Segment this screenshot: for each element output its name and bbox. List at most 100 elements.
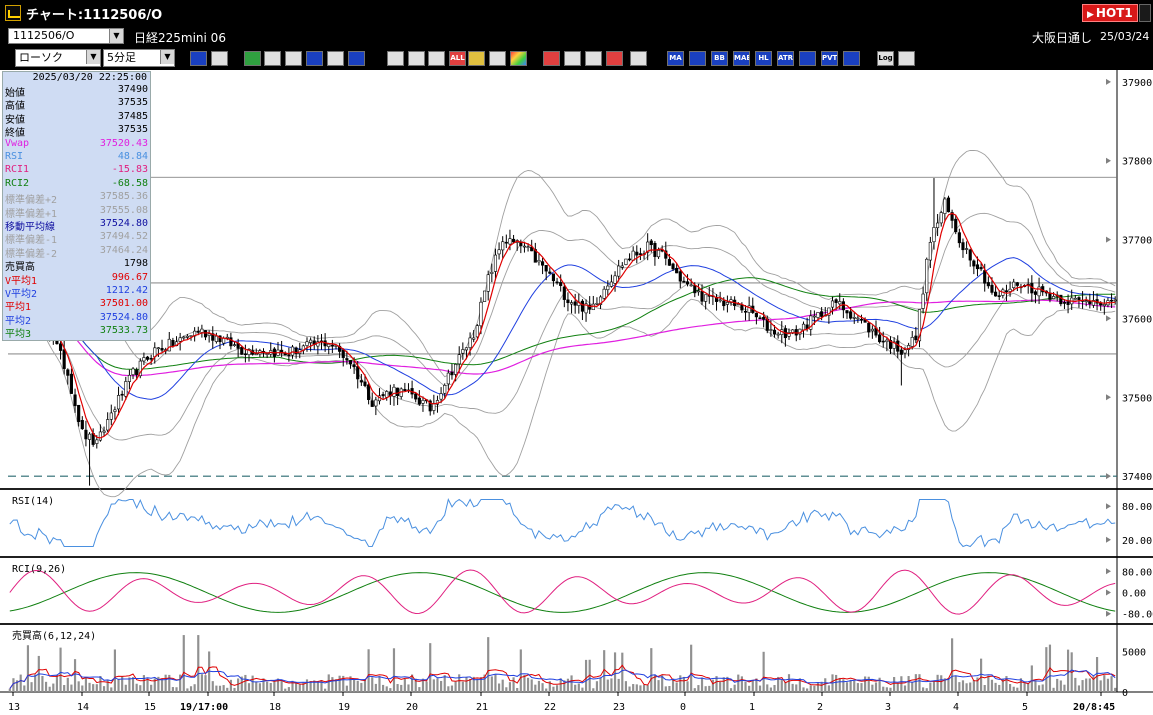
all-button[interactable]: ALL [449, 51, 466, 66]
volume-bar [581, 687, 584, 692]
candle-body [222, 337, 226, 344]
volume-bar [733, 684, 736, 692]
candle-body [414, 393, 418, 400]
volume-bar [374, 683, 377, 692]
volume-bar [23, 685, 26, 692]
volume-bar [244, 674, 247, 692]
symbol-input[interactable]: 1112506/O ▼ [8, 28, 124, 44]
info-row: 売買高 1798 [5, 258, 148, 273]
tick-marker [1106, 473, 1111, 480]
volume-bar [77, 681, 80, 692]
volume-bar [266, 681, 269, 692]
bb-button[interactable]: BB [711, 51, 728, 66]
candle-body [569, 302, 574, 305]
volume-bar [715, 676, 718, 692]
volume-bar [113, 649, 117, 692]
candle-body [885, 339, 889, 343]
window-control-button[interactable] [1139, 4, 1151, 22]
chart-a-icon[interactable] [585, 51, 602, 66]
candle-body [457, 354, 461, 365]
volume-bar [671, 678, 675, 692]
candle-body [845, 310, 849, 314]
atr-button[interactable]: ATR [777, 51, 794, 66]
volume-bar [577, 683, 580, 692]
chart-canvas[interactable]: 37900378003770037600375003740080.0020.00… [0, 70, 1153, 715]
candle-body [975, 264, 980, 270]
trash-icon[interactable] [348, 51, 365, 66]
box-icon[interactable] [843, 51, 860, 66]
pvt-button[interactable]: PVT [821, 51, 838, 66]
search-icon[interactable] [564, 51, 581, 66]
candle-body [878, 334, 882, 343]
chart-b-icon[interactable] [606, 51, 623, 66]
candle-body [182, 336, 186, 339]
palette-icon[interactable] [510, 51, 527, 66]
candle-body [899, 349, 903, 355]
candle-body [606, 285, 610, 291]
volume-bar [255, 681, 258, 692]
candle-body [475, 325, 479, 338]
volume-bar [534, 684, 537, 692]
alert-icon[interactable] [543, 51, 560, 66]
volume-bar [200, 674, 203, 692]
chart-type-select[interactable]: ローソク ▼ [15, 49, 101, 67]
line-icon[interactable] [264, 51, 281, 66]
candle-body [649, 240, 653, 246]
info-icon[interactable] [630, 51, 647, 66]
chevron-down-icon[interactable]: ▼ [109, 29, 123, 43]
volume-bar [1056, 678, 1059, 692]
volume-bar [1063, 684, 1066, 692]
volume-bar [998, 684, 1001, 692]
price-tick-label: 37500 [1122, 393, 1152, 404]
settings-icon[interactable] [468, 51, 485, 66]
volume-bar [12, 678, 15, 692]
line-chart-icon[interactable] [428, 51, 445, 66]
volume-bar [903, 685, 907, 692]
volume-bar [856, 683, 859, 692]
volume-bar [762, 651, 765, 692]
candle-body [464, 347, 469, 351]
MR-icon[interactable] [689, 51, 706, 66]
volume-bar [566, 678, 570, 692]
chevron-down-icon[interactable]: ▼ [160, 50, 174, 64]
volume-bar [1041, 684, 1044, 692]
volume-bar [592, 688, 595, 692]
ma-button[interactable]: MA [667, 51, 684, 66]
volume-bar [700, 677, 704, 692]
export-icon[interactable] [898, 51, 915, 66]
volume-bar [501, 679, 504, 692]
candle-body [700, 290, 704, 302]
crosshair-icon[interactable] [211, 51, 228, 66]
chevron-down-icon[interactable]: ▼ [86, 50, 100, 64]
zoom-icon[interactable] [190, 51, 207, 66]
rci1-line [9, 569, 1116, 615]
undo-icon[interactable] [306, 51, 323, 66]
cursor-icon[interactable] [285, 51, 302, 66]
volume-bar [1074, 677, 1077, 692]
RAVI-icon[interactable] [799, 51, 816, 66]
volume-bar [1037, 685, 1041, 692]
volume-bar [512, 677, 515, 692]
price-tick-label: 37400 [1122, 472, 1152, 483]
bar-icon[interactable] [408, 51, 425, 66]
log-button[interactable]: Log [877, 51, 894, 66]
volume-bar [845, 682, 849, 692]
volume-bar [885, 687, 888, 692]
pvt-label: PVT [822, 54, 838, 62]
volume-bar [324, 688, 327, 692]
hot-button[interactable]: ▶ HOT1 [1082, 4, 1138, 22]
interval-select[interactable]: 5分足 ▼ [103, 49, 175, 67]
hl-button[interactable]: HL [755, 51, 772, 66]
pen-icon[interactable] [244, 51, 261, 66]
memo-icon[interactable] [327, 51, 344, 66]
volume-bar [994, 682, 997, 692]
volume-bar [432, 679, 435, 692]
info-row: V平均1 996.67 [5, 272, 148, 287]
volume-bar [726, 676, 729, 692]
tool-icon[interactable] [489, 51, 506, 66]
candle-body [685, 281, 690, 285]
chart-area[interactable]: 37900 37800 37700 37600 37500 37400 80.00 20.00… [0, 70, 1153, 715]
tick-marker [1106, 568, 1111, 575]
candle-icon[interactable] [387, 51, 404, 66]
mae-button[interactable]: MAE [733, 51, 750, 66]
